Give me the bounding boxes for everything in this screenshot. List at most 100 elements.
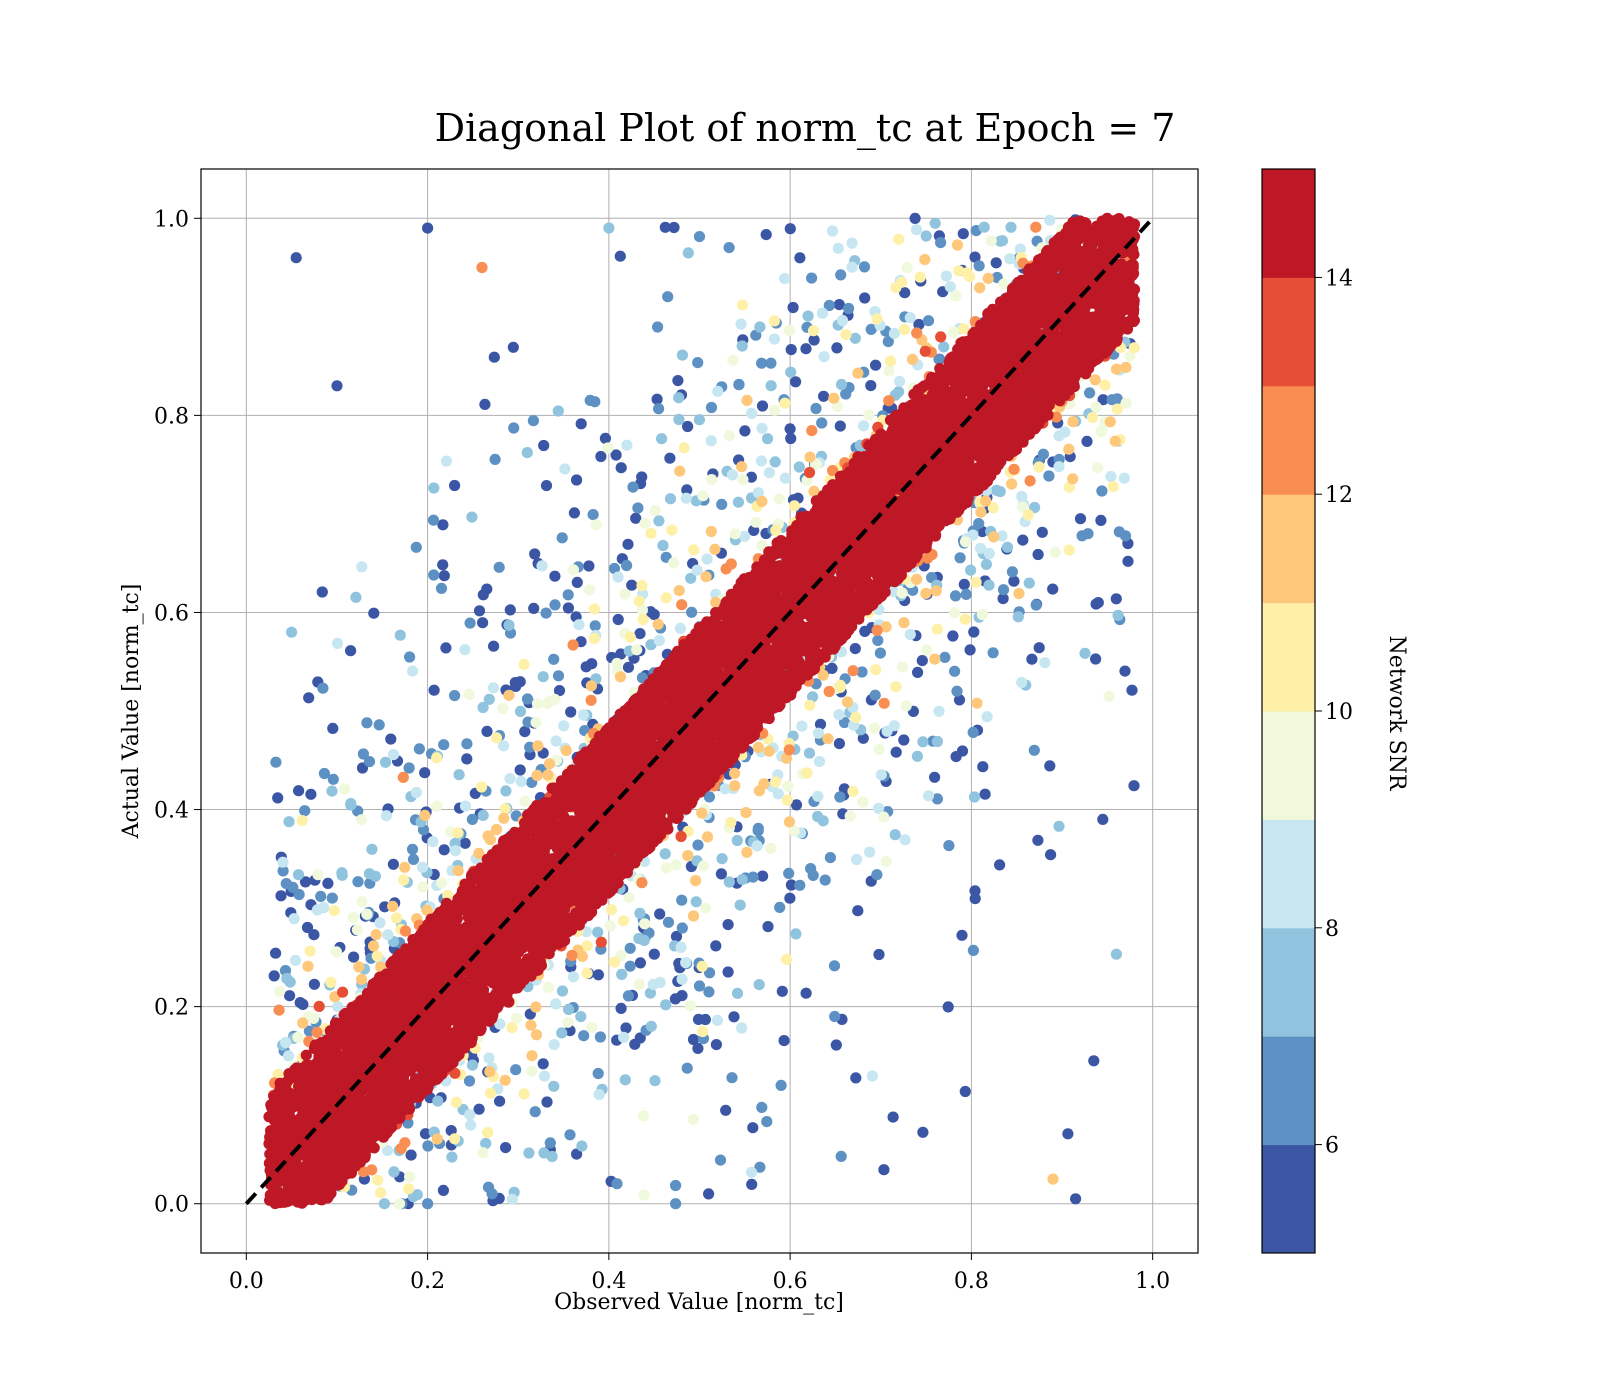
scatter-point: [294, 997, 306, 1009]
scatter-point: [623, 892, 635, 904]
scatter-point: [994, 486, 1006, 498]
scatter-point: [800, 343, 812, 355]
scatter-point: [757, 870, 769, 882]
scatter-point: [794, 252, 806, 264]
scatter-point: [503, 689, 515, 701]
scatter-point: [503, 619, 515, 631]
scatter-point: [1111, 403, 1123, 415]
scatter-point: [556, 532, 568, 544]
scatter-point: [967, 944, 980, 957]
scatter-point: [1014, 243, 1026, 255]
scatter-point: [311, 904, 323, 916]
scatter-point: [542, 769, 554, 781]
scatter-point: [720, 1104, 732, 1116]
scatter-point: [1128, 342, 1140, 354]
scatter-point: [983, 547, 995, 560]
scatter-point: [985, 235, 997, 247]
scatter-point: [473, 847, 485, 860]
scatter-point: [980, 495, 992, 507]
scatter-point: [919, 345, 931, 357]
scatter-point: [581, 967, 593, 979]
scatter-point: [537, 671, 549, 683]
scatter-point: [1008, 575, 1020, 587]
scatter-point: [272, 792, 284, 804]
scatter-point: [498, 812, 510, 824]
scatter-point: [750, 516, 762, 528]
scatter-point: [670, 1198, 682, 1210]
scatter-point: [921, 644, 933, 656]
scatter-point: [1067, 473, 1079, 485]
scatter-point: [761, 433, 774, 445]
scatter-point: [540, 480, 553, 492]
scatter-point: [653, 634, 665, 647]
scatter-point: [577, 709, 590, 721]
scatter-point: [873, 948, 885, 961]
scatter-point: [781, 794, 793, 806]
scatter-point: [930, 585, 942, 597]
scatter-point: [624, 960, 636, 972]
scatter-point: [403, 1183, 415, 1195]
scatter-point: [732, 496, 745, 508]
scatter-point: [784, 892, 796, 904]
scatter-point: [370, 929, 382, 941]
scatter-point: [638, 1189, 650, 1201]
scatter-point: [964, 271, 976, 283]
scatter-point: [680, 957, 692, 969]
scatter-point: [828, 960, 841, 972]
scatter-point: [326, 785, 338, 797]
scatter-point: [917, 1126, 929, 1138]
scatter-point: [404, 1171, 416, 1183]
scatter-point: [421, 904, 433, 916]
scatter-point: [673, 392, 685, 404]
scatter-point: [521, 447, 533, 459]
scatter-point: [542, 981, 555, 993]
scatter-point: [956, 745, 969, 757]
scatter-point: [942, 1001, 954, 1013]
scatter-point: [733, 378, 745, 391]
scatter-point: [347, 912, 359, 924]
scatter-point: [873, 802, 885, 814]
scatter-point: [410, 786, 422, 799]
scatter-point: [422, 1198, 434, 1210]
scatter-point: [735, 318, 747, 330]
scatter-point: [543, 758, 556, 770]
scatter-point: [706, 474, 718, 486]
scatter-point: [943, 840, 955, 852]
scatter-point: [769, 404, 781, 416]
scatter-point: [803, 747, 816, 759]
scatter-point: [308, 978, 320, 990]
scatter-point: [1006, 478, 1018, 490]
scatter-point: [996, 235, 1009, 247]
scatter-point: [656, 433, 668, 445]
scatter-point: [769, 456, 781, 468]
scatter-point: [446, 1151, 458, 1163]
scatter-point: [397, 771, 409, 784]
scatter-point: [865, 380, 877, 392]
scatter-point: [763, 745, 775, 757]
scatter-point: [953, 265, 965, 277]
scatter-point: [477, 617, 489, 629]
scatter-point: [762, 921, 774, 933]
scatter-point: [461, 753, 473, 765]
scatter-point: [459, 837, 471, 849]
scatter-point: [806, 425, 818, 437]
scatter-point: [639, 517, 651, 529]
scatter-point: [987, 647, 999, 659]
scatter-point: [1111, 393, 1123, 405]
scatter-point: [682, 420, 694, 433]
scatter-point: [519, 795, 531, 808]
scatter-point: [727, 354, 739, 366]
scatter-point: [568, 507, 581, 519]
scatter-point: [970, 576, 982, 588]
scatter-point: [351, 924, 363, 936]
scatter-point: [1109, 435, 1121, 447]
scatter-point: [889, 829, 901, 841]
scatter-point: [504, 773, 516, 785]
scatter-point: [624, 942, 636, 954]
scatter-point: [698, 860, 710, 872]
scatter-point: [606, 904, 618, 916]
scatter-point: [697, 1025, 709, 1038]
scatter-point: [299, 876, 312, 888]
scatter-point: [882, 336, 894, 348]
